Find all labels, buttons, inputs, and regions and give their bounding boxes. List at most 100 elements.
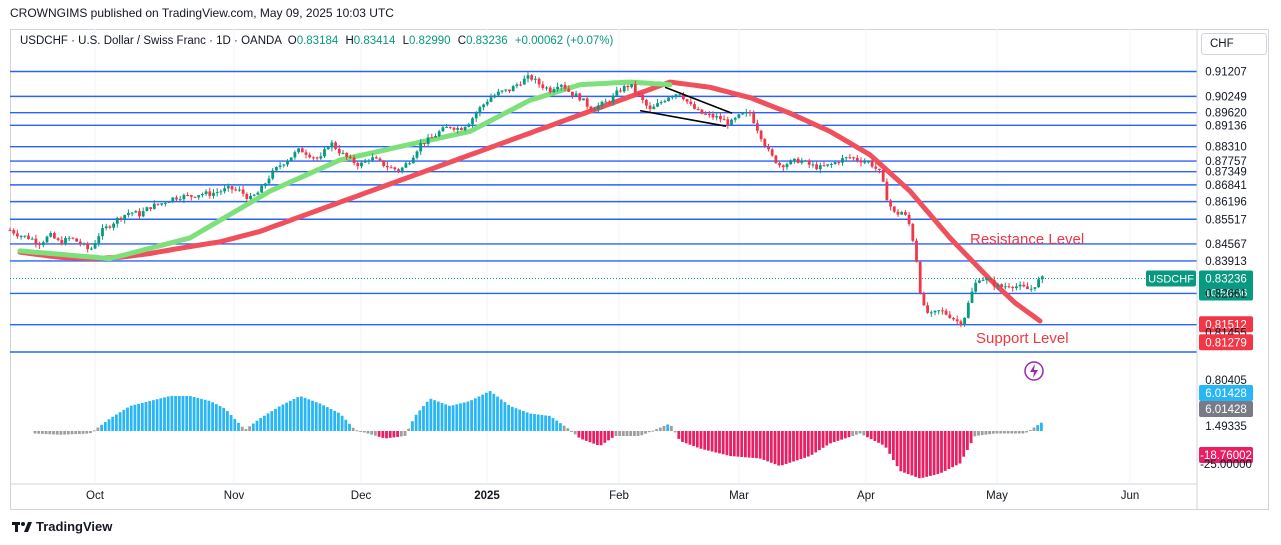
histogram-bar: [81, 431, 85, 434]
time-tick-label: Dec: [351, 490, 372, 502]
histogram-bar: [607, 431, 610, 441]
candle-up: [371, 157, 374, 161]
histogram-bar: [599, 431, 603, 446]
indicator-label-bg: [1199, 447, 1253, 463]
candle-down: [952, 317, 955, 320]
candle-down: [719, 116, 722, 120]
candle-up: [970, 291, 974, 303]
candle-up: [41, 242, 45, 246]
axis-label: 0.80405: [1205, 375, 1247, 387]
candle-up: [293, 152, 297, 158]
candle-down: [926, 305, 929, 313]
histogram-bar: [159, 398, 163, 431]
candle-down: [848, 157, 852, 159]
candle-up: [286, 160, 289, 165]
histogram-bar: [866, 431, 869, 438]
histogram-bar: [33, 431, 37, 434]
candle-up: [596, 105, 600, 110]
tradingview-footer[interactable]: TradingView: [12, 519, 112, 534]
time-tick-label: Oct: [86, 490, 105, 502]
histogram-bar: [603, 431, 607, 443]
histogram-bar: [1006, 431, 1010, 434]
candle-up: [93, 243, 97, 249]
candle-up: [226, 186, 230, 189]
candle-up: [630, 84, 633, 88]
tradingview-brand: TradingView: [36, 519, 113, 534]
candle-down: [837, 162, 841, 164]
candle-down: [78, 241, 82, 244]
histogram-bar: [177, 396, 181, 431]
histogram-bar: [899, 431, 903, 472]
histogram-bar: [536, 414, 540, 431]
candle-up: [929, 312, 933, 314]
candle-down: [230, 186, 234, 190]
candle-up: [1040, 276, 1044, 280]
candle-down: [759, 130, 763, 140]
candle-down: [393, 167, 397, 170]
histogram-bar: [929, 431, 932, 476]
time-tick-label: Jun: [1121, 490, 1140, 502]
histogram-bar: [488, 391, 492, 431]
histogram-bar: [966, 431, 969, 450]
histogram-bar: [1036, 425, 1040, 431]
histogram-bar: [614, 431, 618, 436]
histogram-bar: [411, 421, 414, 431]
candle-up: [534, 78, 537, 80]
candle-down: [989, 279, 992, 281]
candle-down: [648, 105, 652, 110]
candle-up: [101, 228, 104, 237]
histogram-bar: [473, 398, 477, 431]
candle-down: [56, 238, 60, 241]
candle-up: [215, 192, 219, 194]
histogram-bar: [869, 431, 873, 440]
candle-up: [319, 156, 323, 159]
histogram-bar: [285, 402, 288, 431]
histogram-bar: [718, 431, 721, 454]
candle-up: [23, 235, 27, 237]
candle-up: [419, 143, 423, 152]
histogram-bar: [263, 415, 266, 431]
candle-up: [260, 186, 263, 193]
histogram-bar: [940, 431, 943, 473]
candle-down: [641, 94, 645, 100]
histogram-bar: [677, 431, 681, 439]
symbol-info-bar: USDCHF · U.S. Dollar / Swiss Franc · 1D …: [20, 35, 617, 47]
candle-down: [859, 160, 863, 163]
currency-selector[interactable]: CHF: [1201, 33, 1267, 55]
histogram-bar: [122, 409, 126, 431]
candle-down: [781, 165, 785, 168]
histogram-bar: [92, 430, 96, 432]
histogram-bar: [910, 431, 914, 476]
histogram-bar: [166, 396, 170, 431]
histogram-bar: [255, 420, 259, 431]
high-value: 0.83414: [353, 35, 396, 47]
histogram-bar: [422, 406, 425, 431]
axis-label: 0.85517: [1205, 214, 1247, 226]
axis-label: 0.81512: [1205, 319, 1247, 331]
histogram-bar: [59, 431, 63, 435]
candle-down: [382, 160, 386, 166]
histogram-bar: [566, 428, 570, 431]
candle-up: [456, 128, 460, 130]
falling-band: [17, 79, 1043, 324]
histogram-bar: [658, 427, 662, 431]
candle-down: [955, 319, 959, 322]
histogram-bar: [100, 424, 103, 431]
candle-up: [500, 90, 504, 92]
histogram-bar: [755, 431, 758, 459]
candle-up: [793, 158, 796, 161]
histogram-bar: [126, 407, 129, 431]
histogram-bar: [621, 431, 625, 436]
histogram-bar: [52, 431, 55, 435]
candle-up: [404, 163, 408, 168]
candle-up: [733, 117, 737, 120]
axis-label: 0.86841: [1205, 180, 1247, 192]
candle-down: [149, 207, 152, 209]
histogram-bar: [192, 397, 196, 431]
histogram-bar: [133, 404, 137, 431]
histogram-bar: [433, 400, 436, 431]
candle-up: [275, 167, 278, 171]
resistance-level-label: Resistance Level: [970, 231, 1084, 248]
histogram-indicator: 6.01428 6.01428 1.49335 -18.76002-25.00000: [33, 385, 1253, 479]
